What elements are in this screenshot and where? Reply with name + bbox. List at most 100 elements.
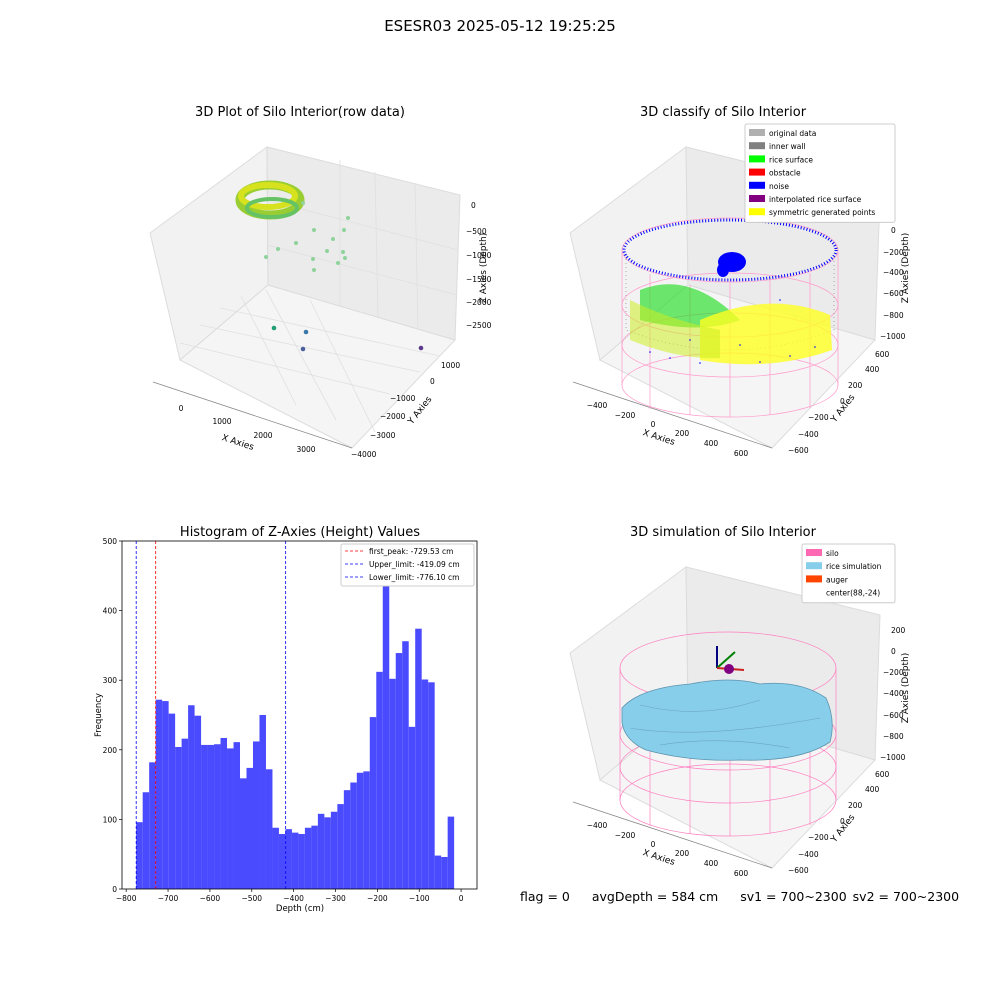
simulation-y-tick: −400 bbox=[798, 850, 819, 859]
histogram-bar bbox=[142, 792, 150, 889]
simulation-y-ticks: 600 400 200 0 −200 −400 −600 bbox=[788, 770, 890, 875]
simulation-z-tick: −400 bbox=[883, 689, 904, 698]
histogram-bar bbox=[214, 744, 221, 889]
rice-surface bbox=[621, 679, 833, 761]
histogram-bar bbox=[252, 741, 260, 889]
classify-y-tick: 0 bbox=[840, 397, 845, 406]
histogram-bar bbox=[395, 653, 403, 889]
histogram-bar bbox=[428, 682, 435, 889]
classify-z-tick: −600 bbox=[883, 289, 904, 298]
classify-x-ticks: −400 −200 0 200 400 600 bbox=[587, 401, 749, 458]
legend-swatch bbox=[806, 549, 822, 556]
histogram-bar bbox=[233, 742, 241, 889]
histogram-frame bbox=[121, 540, 478, 890]
classify-z-tick: −200 bbox=[883, 248, 904, 257]
simulation-y-tick: 0 bbox=[840, 817, 845, 826]
legend-label: rice surface bbox=[769, 155, 813, 164]
histogram-bar bbox=[343, 790, 351, 889]
histogram-bar bbox=[376, 671, 383, 889]
histogram-x-label: Depth (cm) bbox=[276, 904, 324, 914]
simulation-y-tick: 400 bbox=[865, 785, 880, 794]
histogram-bar bbox=[389, 678, 396, 889]
raw-x-ticks: 0 1000 2000 3000 bbox=[179, 404, 316, 454]
panel-classify-title: 3D classify of Silo Interior bbox=[640, 105, 807, 120]
simulation-z-label: Z Axies (Depth) bbox=[901, 653, 911, 724]
histogram-bar bbox=[421, 679, 429, 889]
classify-x-tick: 600 bbox=[734, 449, 749, 458]
histogram-bar bbox=[265, 769, 273, 889]
legend-swatch bbox=[749, 208, 765, 216]
histogram-x-tick-label: −600 bbox=[200, 894, 221, 903]
classify-z-tick: −800 bbox=[883, 311, 904, 320]
histogram-bar bbox=[136, 822, 143, 889]
histogram-bar bbox=[408, 726, 416, 889]
histogram-legend: first_peak: -729.53 cm Upper_limit: -419.… bbox=[340, 543, 475, 587]
histogram-bar bbox=[304, 827, 312, 889]
simulation-z-ticks: 200 0 −200 −400 −600 −800 −1000 bbox=[880, 626, 906, 762]
legend-swatch bbox=[806, 562, 822, 570]
auger-marker bbox=[716, 646, 745, 674]
status-flag: flag = 0 bbox=[520, 889, 570, 904]
raw-z-tick: −1000 bbox=[466, 251, 492, 260]
legend-swatch bbox=[749, 168, 765, 176]
simulation-z-tick: −600 bbox=[883, 711, 904, 720]
histogram-title: Histogram of Z-Axies (Height) Values bbox=[180, 525, 420, 540]
rice-surface-mesh bbox=[629, 699, 821, 749]
histogram-legend-label: first_peak: -729.53 cm bbox=[369, 547, 453, 556]
histogram-bar bbox=[181, 738, 189, 889]
raw-x-tick: 0 bbox=[179, 404, 184, 413]
histogram-bar bbox=[311, 825, 318, 889]
raw-y-tick: −2000 bbox=[380, 412, 406, 421]
histogram-bar bbox=[285, 829, 292, 889]
classify-z-tick: 0 bbox=[891, 226, 896, 235]
classify-y-tick: 400 bbox=[865, 365, 880, 374]
classify-z-label: Z Axies (Depth) bbox=[901, 233, 911, 304]
classify-y-tick: −400 bbox=[798, 430, 819, 439]
classify-y-tick: −200 bbox=[808, 413, 829, 422]
status-sv2: sv2 = 700~2300 bbox=[852, 889, 960, 904]
legend-swatch bbox=[749, 142, 765, 150]
histogram-bar bbox=[382, 586, 390, 889]
histogram-x-tick-label: −200 bbox=[367, 894, 388, 903]
histogram-legend-box bbox=[340, 543, 475, 587]
legend-label: noise bbox=[769, 182, 789, 191]
histogram-bar bbox=[434, 855, 442, 889]
classify-y-tick: −600 bbox=[788, 446, 809, 455]
histogram-y-tick-label: 300 bbox=[103, 676, 118, 685]
simulation-y-tick: −200 bbox=[808, 833, 829, 842]
legend-label: inner wall bbox=[769, 142, 806, 151]
histogram-legend-label: Upper_limit: -419.09 cm bbox=[369, 560, 460, 569]
histogram-y-tick-label: 500 bbox=[103, 537, 118, 546]
classify-z-ticks: 0 −200 −400 −600 −800 −1000 bbox=[880, 226, 906, 341]
raw-z-tick: 0 bbox=[471, 201, 476, 210]
histogram-bar bbox=[149, 762, 156, 889]
simulation-z-tick: 0 bbox=[891, 647, 896, 656]
status-sv1: sv1 = 700~2300 bbox=[740, 889, 847, 904]
histogram-x-tick-label: −700 bbox=[158, 894, 179, 903]
histogram-bar bbox=[441, 856, 448, 889]
classify-x-tick: 400 bbox=[704, 439, 719, 448]
simulation-z-tick: −800 bbox=[883, 732, 904, 741]
simulation-z-tick: −1000 bbox=[880, 753, 906, 762]
simulation-z-tick: −200 bbox=[883, 668, 904, 677]
legend-label: original data bbox=[769, 129, 816, 138]
simulation-y-tick: 200 bbox=[848, 801, 863, 810]
legend-box bbox=[744, 123, 896, 223]
histogram-bar bbox=[272, 827, 279, 889]
classify-x-tick: 0 bbox=[651, 420, 656, 429]
legend-label: symmetric generated points bbox=[769, 208, 875, 217]
classify-points bbox=[622, 218, 838, 365]
raw-z-tick: −2500 bbox=[466, 321, 492, 330]
simulation-x-tick: −200 bbox=[615, 831, 636, 840]
simulation-y-tick: 600 bbox=[875, 770, 890, 779]
simulation-x-tick: 200 bbox=[675, 849, 690, 858]
simulation-legend: silo rice simulation auger center(88,-24) bbox=[801, 543, 896, 604]
histogram-x-tick-label: −800 bbox=[116, 894, 137, 903]
raw-x-tick: 2000 bbox=[253, 431, 272, 440]
histogram-x-tick-label: −300 bbox=[325, 894, 346, 903]
histogram-bar bbox=[447, 816, 455, 889]
legend-swatch bbox=[749, 129, 765, 136]
histogram-bar bbox=[207, 744, 215, 889]
histogram-bar bbox=[402, 641, 409, 889]
panel-raw-title: 3D Plot of Silo Interior(row data) bbox=[195, 105, 405, 120]
